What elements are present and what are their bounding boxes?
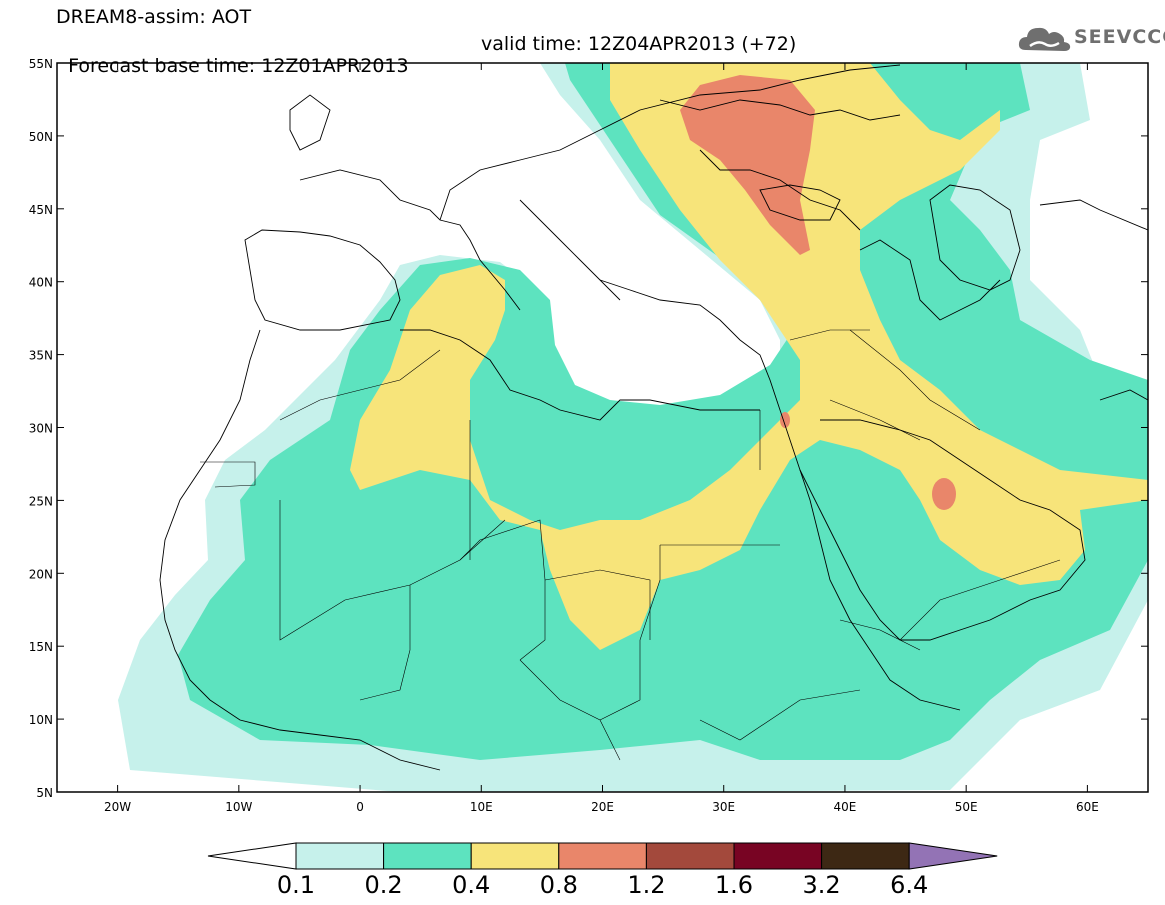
lon-label: 10E: [470, 800, 493, 814]
colorbar-box: [470, 842, 560, 870]
lat-label: 35N: [29, 349, 53, 363]
lon-label: 0: [356, 800, 364, 814]
colorbar-box: [733, 842, 823, 870]
aot-level-0.8: [680, 75, 815, 255]
colorbar-label: 0.8: [540, 871, 578, 899]
lat-label: 30N: [29, 422, 53, 436]
colorbar-label: 3.2: [803, 871, 841, 899]
lon-label: 20E: [591, 800, 614, 814]
aot-level-0.2: [178, 63, 1148, 760]
lat-label: 15N: [29, 640, 53, 654]
aot-level-0.8-blob-2: [780, 412, 790, 428]
aot-level-0.8-blob: [932, 478, 956, 510]
coastlines: [159, 64, 1148, 771]
colorbar-label: 0.2: [365, 871, 403, 899]
map-title: DREAM8-assim: AOT: [56, 6, 252, 28]
colorbar-label: 0.4: [452, 871, 490, 899]
lon-label: 30E: [712, 800, 735, 814]
colorbar-lower-triangle: [207, 842, 297, 870]
lat-label: 40N: [29, 276, 53, 290]
lon-label: 20W: [104, 800, 131, 814]
lon-label: 10W: [225, 800, 252, 814]
colorbar-label: 1.6: [715, 871, 753, 899]
colorbar-label: 6.4: [890, 871, 928, 899]
valid-time: valid time: 12Z04APR2013 (+72): [481, 33, 797, 55]
cloud-icon: [1018, 27, 1071, 51]
logo-text: SEEVCCC: [1074, 26, 1165, 48]
forecast-times: Forecast base time: 12Z01APR2013 valid t…: [56, 33, 796, 99]
lon-label: 50E: [955, 800, 978, 814]
aot-contours: [118, 63, 1148, 792]
colorbar-box: [558, 842, 647, 870]
lat-label: 25N: [29, 494, 53, 508]
lat-label: 50N: [29, 130, 53, 144]
colorbar-box: [645, 842, 735, 870]
colorbar-box: [295, 842, 385, 870]
lon-axis: 20W 10W 0 10E 20E 30E 40E 50E 60E: [104, 63, 1099, 814]
colorbar-upper-triangle: [908, 842, 998, 870]
base-time: Forecast base time: 12Z01APR2013: [68, 55, 409, 77]
seevccc-logo: SEEVCCC: [1018, 22, 1165, 56]
lat-label: 5N: [36, 786, 53, 800]
lat-label: 20N: [29, 567, 53, 581]
lat-label: 10N: [29, 713, 53, 727]
colorbar-box: [383, 842, 472, 870]
lat-label: 55N: [29, 57, 53, 71]
lat-label: 45N: [29, 203, 53, 217]
colorbar-label: 1.2: [627, 871, 665, 899]
colorbar: 0.1 0.2 0.4 0.8 1.2 1.6 3.2 6.4: [207, 842, 998, 899]
colorbar-label: 0.1: [277, 871, 315, 899]
colorbar-box: [821, 842, 910, 870]
lat-axis: 55N 50N 45N 40N 35N 30N 25N 20N 15N 10N 5N: [29, 57, 1148, 800]
lon-label: 40E: [834, 800, 857, 814]
country-borders: [200, 329, 1061, 761]
lon-label: 60E: [1076, 800, 1099, 814]
